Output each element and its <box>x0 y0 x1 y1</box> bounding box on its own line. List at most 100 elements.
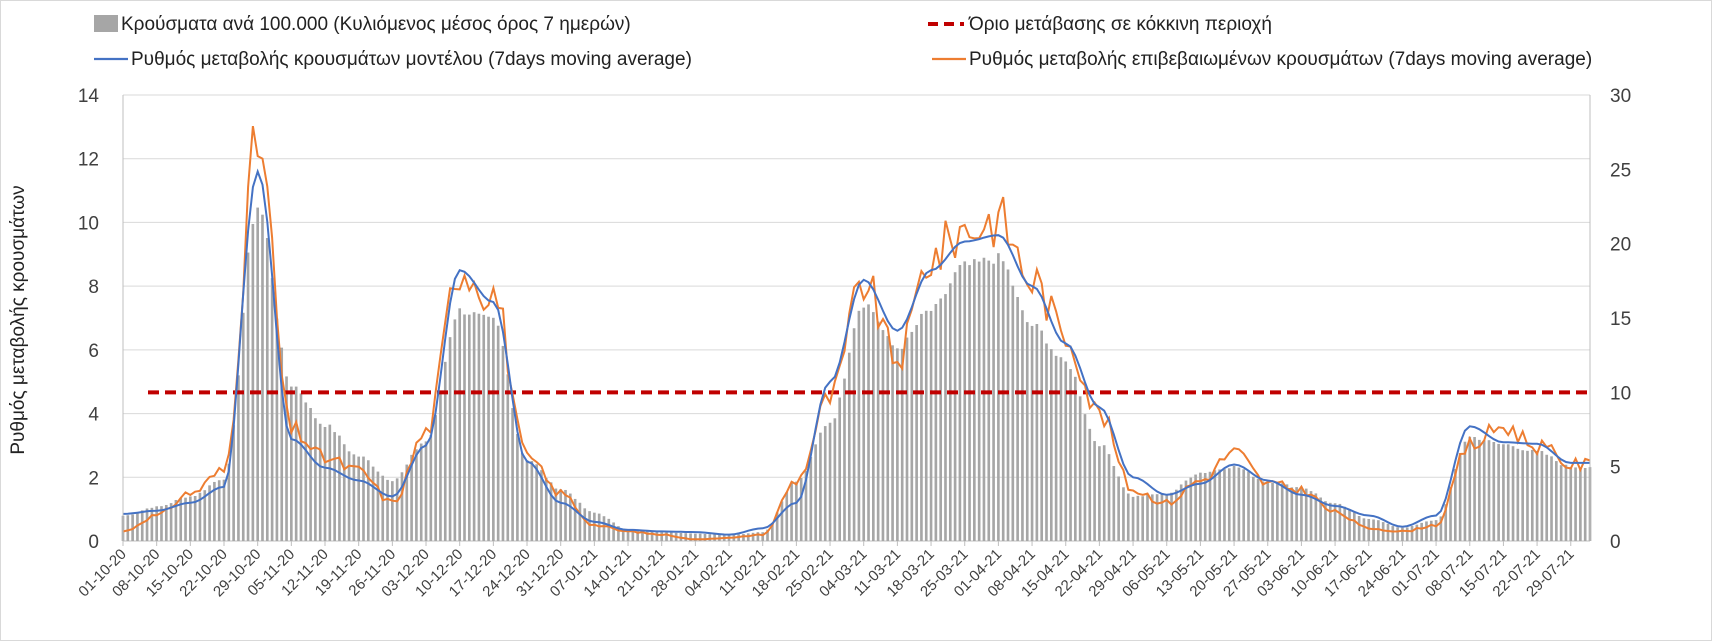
bar <box>1530 449 1534 541</box>
bar <box>1497 443 1500 541</box>
bar <box>1093 441 1096 541</box>
bar <box>1227 468 1231 541</box>
bar <box>535 464 538 541</box>
bar <box>1357 515 1361 541</box>
bar <box>160 506 163 541</box>
bar <box>544 478 548 541</box>
bar <box>973 259 976 541</box>
bar <box>1074 376 1077 541</box>
bar <box>1276 483 1279 541</box>
bar <box>1218 469 1221 541</box>
bar <box>645 530 649 541</box>
bar <box>1415 524 1419 541</box>
bar <box>1054 355 1058 541</box>
bar <box>1521 450 1524 541</box>
bar <box>1386 523 1390 541</box>
bar <box>290 386 293 541</box>
bar <box>366 460 370 541</box>
bar <box>405 464 409 541</box>
bar <box>1348 509 1351 541</box>
y-axis-label: Ρυθμός μεταβολής κρουσμάτων <box>8 185 29 454</box>
bar <box>1439 516 1443 541</box>
bar <box>347 451 351 541</box>
bar <box>1429 520 1433 541</box>
bar <box>496 325 500 541</box>
bar <box>795 481 798 541</box>
bar <box>948 283 952 541</box>
bar-series <box>121 207 1592 542</box>
bar <box>482 314 486 541</box>
bar <box>1112 466 1116 541</box>
bar <box>458 308 462 541</box>
bar <box>1444 504 1448 541</box>
bar <box>1569 467 1573 541</box>
bar <box>304 402 308 541</box>
bar <box>540 470 543 541</box>
bar <box>429 435 433 541</box>
bar <box>511 408 514 541</box>
bar <box>1251 476 1255 541</box>
bar <box>150 507 154 541</box>
bar <box>607 518 611 541</box>
bar <box>1564 464 1568 541</box>
bar <box>309 408 312 541</box>
bar <box>1487 440 1491 541</box>
bar <box>1213 470 1217 541</box>
bar <box>660 532 664 541</box>
bar <box>1117 476 1120 541</box>
bar <box>944 294 947 541</box>
legend-threshold-label: Όριο μετάβασης σε κόκκινη περιοχή <box>968 14 1272 35</box>
bar <box>1078 396 1082 541</box>
bar <box>1425 521 1428 541</box>
bar <box>155 506 158 541</box>
bar <box>333 432 336 541</box>
bar <box>1035 324 1039 541</box>
bar <box>823 426 827 541</box>
bar <box>905 337 909 541</box>
bar <box>285 376 288 541</box>
bar <box>318 423 322 541</box>
bar <box>1088 428 1092 541</box>
bar <box>896 348 899 541</box>
bar <box>136 512 139 541</box>
model-rate-line <box>122 168 1590 536</box>
bar <box>1232 465 1236 541</box>
bar <box>631 529 635 541</box>
bar <box>785 492 789 541</box>
y-left-tick-label: 0 <box>88 532 99 553</box>
bar <box>1295 487 1298 541</box>
bar <box>1511 446 1515 541</box>
bar <box>1122 487 1125 541</box>
bar <box>891 345 894 541</box>
bar <box>698 533 702 541</box>
bar <box>804 470 808 541</box>
bar <box>371 466 375 541</box>
bar <box>520 452 524 541</box>
bar <box>448 337 452 541</box>
bar <box>1160 492 1164 541</box>
bar <box>814 444 817 541</box>
bar <box>1362 518 1366 541</box>
bar <box>650 531 654 541</box>
bar <box>1045 343 1048 541</box>
bar <box>1478 439 1481 541</box>
bar <box>1324 501 1327 541</box>
bar <box>929 310 933 541</box>
bar <box>145 508 149 541</box>
bar <box>1434 520 1438 541</box>
bar <box>1559 465 1563 541</box>
bar <box>799 477 803 541</box>
bar <box>1319 497 1322 541</box>
bar <box>867 304 870 541</box>
bar <box>1454 468 1457 541</box>
bar <box>573 498 577 541</box>
line-series <box>122 125 1591 541</box>
bar <box>198 492 202 541</box>
bar <box>472 312 476 541</box>
bar <box>963 261 967 541</box>
bar <box>617 526 620 541</box>
y-left-tick-label: 6 <box>88 341 99 362</box>
bar <box>213 481 216 541</box>
bar <box>809 456 813 541</box>
bar <box>626 529 630 541</box>
